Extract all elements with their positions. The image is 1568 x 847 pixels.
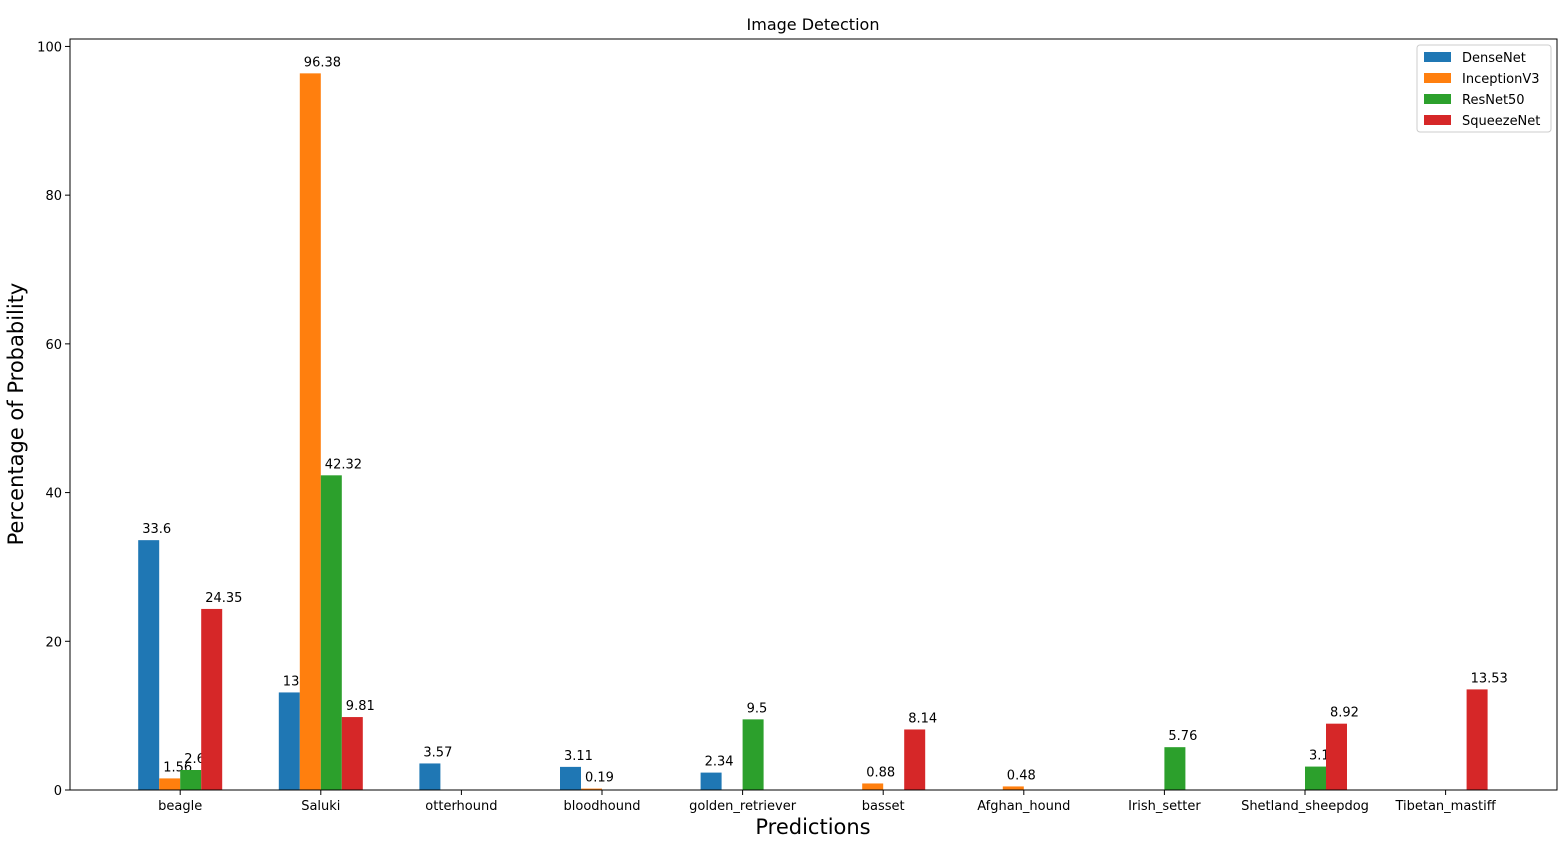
x-tick-label: Irish_setter bbox=[1128, 799, 1201, 814]
bar-inceptionv3-bloodhound bbox=[581, 788, 602, 790]
data-label: 42.32 bbox=[325, 457, 362, 472]
y-tick-label: 20 bbox=[45, 635, 62, 650]
x-tick-label: golden_retriever bbox=[689, 799, 797, 814]
data-label: 0.88 bbox=[866, 765, 895, 780]
data-label: 3.57 bbox=[423, 745, 452, 760]
x-tick-label: basset bbox=[862, 799, 905, 814]
legend-swatch bbox=[1424, 115, 1451, 125]
legend: DenseNet InceptionV3 ResNet50 SqueezeNet bbox=[1416, 44, 1552, 133]
bar-squeezenet-basset bbox=[904, 729, 926, 790]
data-label: 3.11 bbox=[564, 749, 593, 764]
legend-swatch bbox=[1424, 52, 1451, 62]
bar-resnet50-shetland_sheepdog bbox=[1305, 766, 1326, 790]
legend-label: DenseNet bbox=[1462, 51, 1526, 66]
legend-box bbox=[1416, 44, 1552, 133]
y-axis-title: Percentage of Probability bbox=[4, 283, 28, 546]
data-label: 13.53 bbox=[1471, 671, 1508, 686]
legend-swatch bbox=[1424, 94, 1451, 104]
data-label: 9.5 bbox=[747, 701, 768, 716]
y-tick-label: 80 bbox=[45, 189, 62, 204]
data-label: 33.6 bbox=[142, 522, 171, 537]
bar-resnet50-beagle bbox=[180, 770, 202, 790]
y-tick-label: 100 bbox=[37, 40, 62, 55]
bar-densenet-golden_retriever bbox=[700, 772, 722, 790]
data-label: 0.19 bbox=[585, 771, 614, 786]
y-tick-label: 40 bbox=[45, 487, 62, 502]
legend-label: InceptionV3 bbox=[1462, 72, 1540, 87]
plot-area: 33.613.123.573.112.341.5696.380.190.880.… bbox=[37, 38, 1558, 814]
bar-densenet-saluki bbox=[278, 692, 300, 790]
data-label: 96.38 bbox=[304, 55, 341, 70]
y-tick-label: 0 bbox=[54, 784, 62, 799]
chart-title: Image Detection bbox=[747, 15, 880, 34]
bar-inceptionv3-afghan_hound bbox=[1002, 786, 1024, 790]
x-tick-label: Saluki bbox=[301, 799, 340, 814]
bar-squeezenet-saluki bbox=[341, 717, 363, 790]
bar-resnet50-golden_retriever bbox=[742, 719, 764, 790]
bar-resnet50-saluki bbox=[320, 475, 342, 790]
bar-inceptionv3-basset bbox=[862, 783, 884, 790]
legend-label: ResNet50 bbox=[1462, 93, 1525, 108]
x-tick-label: otterhound bbox=[425, 799, 497, 814]
data-label: 2.34 bbox=[705, 755, 734, 770]
data-label: 24.35 bbox=[205, 591, 242, 606]
bar-squeezenet-shetland_sheepdog bbox=[1326, 723, 1347, 790]
bar-densenet-bloodhound bbox=[560, 766, 581, 790]
x-tick-label: Tibetan_mastiff bbox=[1394, 799, 1496, 814]
x-tick-label: Afghan_hound bbox=[977, 799, 1070, 814]
legend-swatch bbox=[1424, 73, 1451, 83]
data-label: 8.14 bbox=[908, 711, 937, 726]
bar-inceptionv3-beagle bbox=[159, 778, 181, 790]
data-label: 0.48 bbox=[1007, 768, 1036, 783]
bar-squeezenet-tibetan_mastiff bbox=[1466, 689, 1488, 790]
data-label: 9.81 bbox=[346, 699, 375, 714]
y-tick-label: 60 bbox=[45, 338, 62, 353]
data-label: 8.92 bbox=[1330, 706, 1359, 721]
axes-frame bbox=[69, 38, 1558, 791]
x-axis-title: Predictions bbox=[755, 815, 870, 839]
x-tick-label: beagle bbox=[158, 799, 202, 814]
x-tick-label: bloodhound bbox=[564, 799, 641, 814]
data-label: 5.76 bbox=[1168, 729, 1197, 744]
x-tick-label: Shetland_sheepdog bbox=[1241, 799, 1369, 814]
bar-resnet50-irish_setter bbox=[1164, 747, 1186, 790]
bar-densenet-beagle bbox=[138, 540, 160, 790]
bar-squeezenet-beagle bbox=[201, 608, 223, 790]
legend-label: SqueezeNet bbox=[1462, 114, 1540, 129]
bar-densenet-otterhound bbox=[419, 763, 441, 790]
bar-inceptionv3-saluki bbox=[299, 73, 321, 791]
